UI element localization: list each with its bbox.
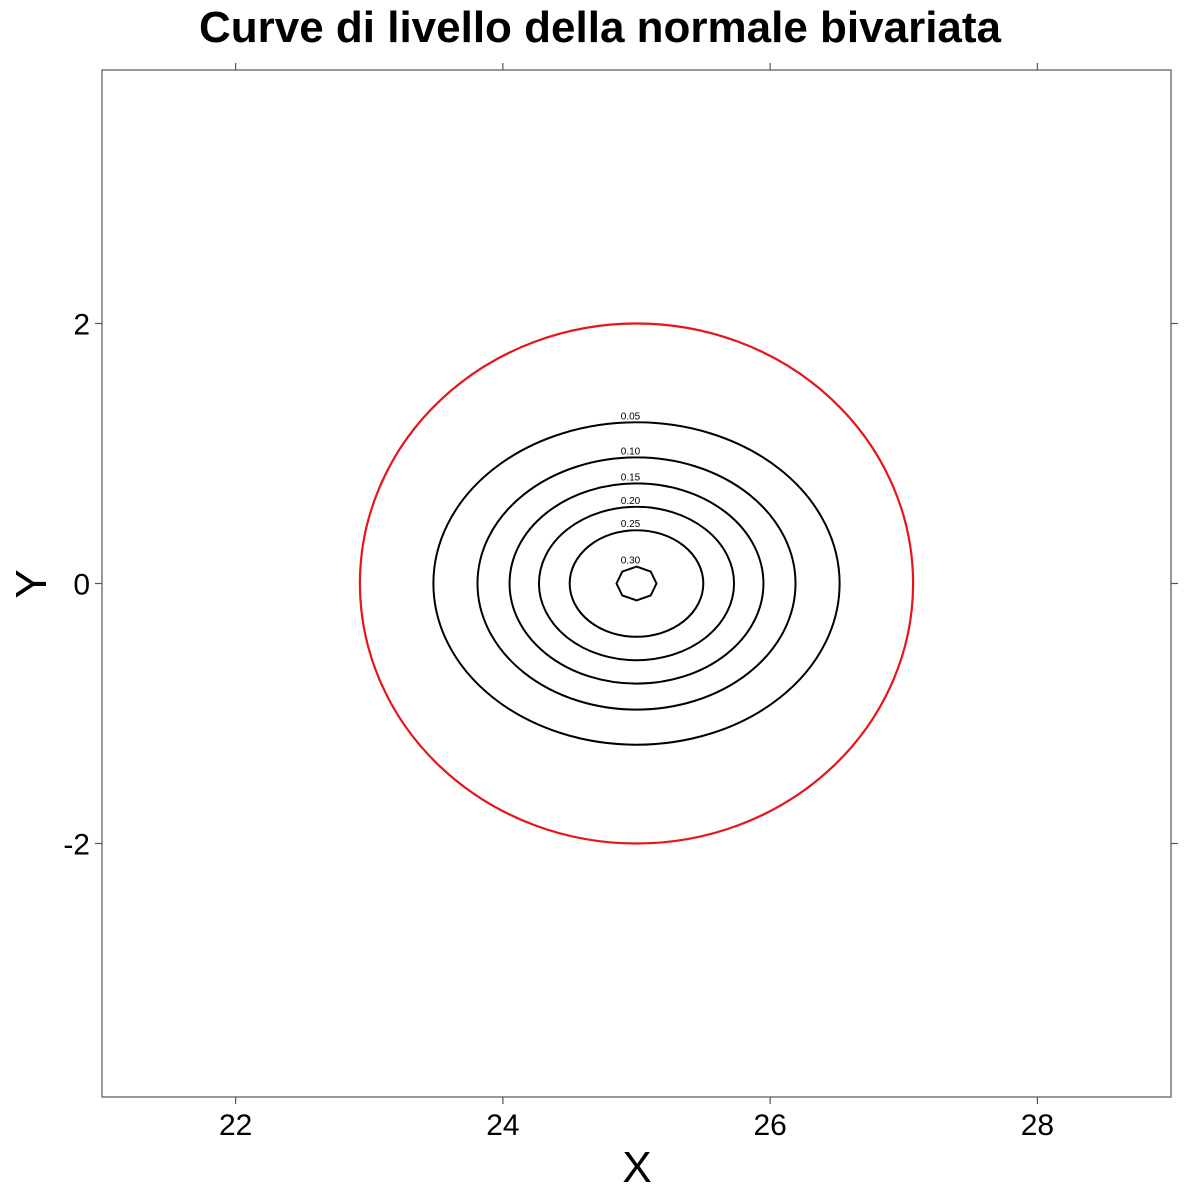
boundary-circle (358, 322, 915, 845)
contour-label-bg (623, 445, 650, 457)
y-axis-label: Y (7, 569, 56, 598)
contour-label-bg (623, 518, 650, 530)
contour-label-bg (623, 494, 650, 506)
contour-label-0.25: 0.25 (621, 519, 641, 530)
boundary-circle-group (358, 322, 915, 845)
contour-line-0.25 (568, 529, 705, 638)
chart-title: Curve di livello della normale bivariata (199, 3, 1002, 52)
x-axis-ticks: 22 24 26 28 (219, 63, 1054, 1142)
y-tick-label: -2 (63, 829, 90, 862)
contour-line-0.30 (615, 565, 658, 602)
x-tick-label: 22 (219, 1109, 252, 1142)
contour-label-bg (623, 410, 650, 422)
contour-label-bg (623, 554, 650, 566)
contour-label-0.15: 0.15 (621, 472, 641, 483)
contour-line-0.10 (476, 456, 797, 711)
contour-label-0.05: 0.05 (621, 411, 641, 422)
x-axis-label: X (622, 1143, 651, 1192)
x-tick-label: 26 (753, 1109, 786, 1142)
plot-frame (101, 69, 1172, 1098)
contour-label-0.30: 0.30 (621, 556, 641, 567)
contour-line-0.05 (432, 421, 841, 746)
y-tick-label: 2 (73, 309, 90, 342)
contour-label-0.10: 0.10 (621, 446, 641, 457)
contour-label-bg (623, 471, 650, 483)
contour-line-0.15 (508, 482, 765, 685)
contour-label-0.20: 0.20 (621, 496, 641, 507)
x-tick-label: 28 (1021, 1109, 1054, 1142)
contour-labels: 0.05 0.10 0.15 0.20 0.25 0.30 (621, 410, 650, 567)
contour-lines (432, 421, 841, 746)
y-tick-label: 0 (73, 569, 90, 602)
y-axis-ticks: -2 0 2 (63, 309, 1178, 862)
contour-line-0.20 (537, 505, 736, 662)
x-tick-label: 24 (486, 1109, 519, 1142)
